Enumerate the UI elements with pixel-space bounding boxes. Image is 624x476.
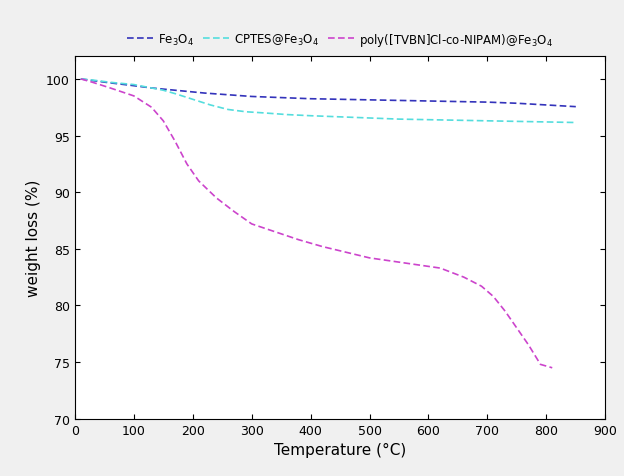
Legend: Fe$_3$O$_4$, CPTES@Fe$_3$O$_4$, poly([TVBN]Cl-co-NIPAM)@Fe$_3$O$_4$: Fe$_3$O$_4$, CPTES@Fe$_3$O$_4$, poly([TV… bbox=[122, 27, 558, 53]
Y-axis label: weight loss (%): weight loss (%) bbox=[26, 179, 41, 297]
X-axis label: Temperature (°C): Temperature (°C) bbox=[274, 442, 406, 457]
